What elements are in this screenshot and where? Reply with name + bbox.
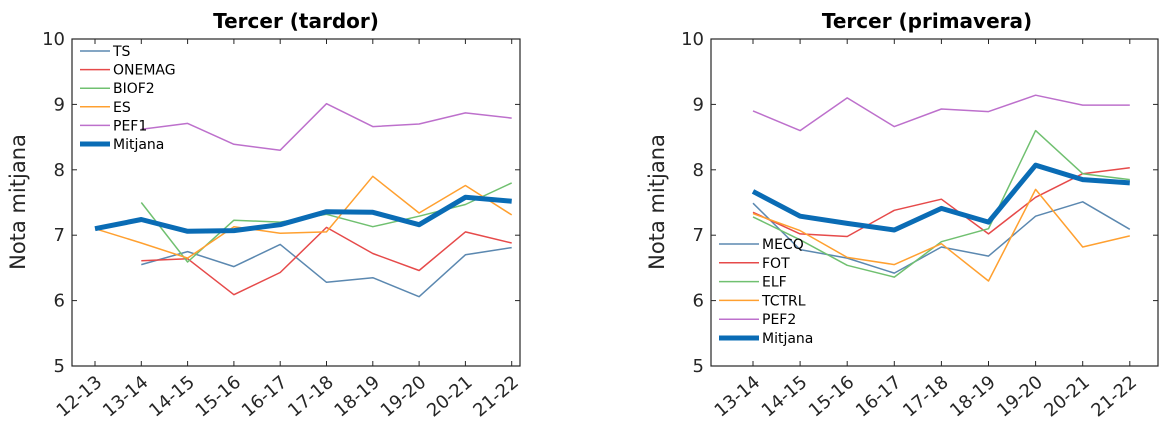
series-line-elf [752, 129, 1130, 278]
series-line-pef1 [141, 102, 512, 151]
legend-label: ELF [762, 275, 787, 291]
y-tick-label: 9 [693, 94, 704, 115]
legend-label: TCTRL [761, 293, 806, 309]
series-line-mitjana [94, 194, 512, 234]
y-axis-label: Nota mitjana [645, 134, 669, 270]
legend-label: FOT [762, 256, 790, 272]
legend-label: TS [112, 44, 131, 60]
series-line-mecq [752, 201, 1131, 274]
chart-title: Tercer (tardor) [213, 9, 379, 33]
y-tick-label: 8 [693, 160, 704, 181]
legend-label: PEF2 [762, 312, 796, 328]
y-tick-label: 8 [54, 160, 65, 181]
axes-box [710, 38, 1159, 367]
legend-label: Mitjana [762, 331, 813, 347]
y-axis-label: Nota mitjana [6, 134, 30, 270]
y-tick-label: 6 [54, 291, 65, 312]
series-line-pef2 [752, 94, 1130, 132]
y-tick-label: 10 [681, 29, 704, 50]
legend-label: BIOF2 [113, 81, 155, 97]
y-tick-label: 5 [693, 356, 704, 377]
y-tick-label: 7 [54, 225, 65, 246]
legend-label: ES [113, 100, 131, 116]
series-line-onemag [141, 226, 512, 296]
legend-label: ONEMAG [113, 63, 176, 79]
legend-label: PEF1 [113, 118, 147, 134]
series-line-mitjana [751, 162, 1130, 233]
series-line-ts [141, 243, 512, 298]
legend-label: Mitjana [113, 137, 164, 153]
series-line-tctrl [752, 188, 1130, 282]
y-tick-label: 5 [54, 356, 65, 377]
y-tick-label: 7 [693, 225, 704, 246]
y-tick-label: 10 [42, 29, 65, 50]
legend-label: MECQ [762, 237, 804, 253]
axes-box [71, 38, 521, 367]
y-tick-label: 6 [693, 291, 704, 312]
y-tick-label: 9 [54, 94, 65, 115]
series-line-es [94, 175, 513, 259]
series-line-fot [752, 167, 1130, 238]
chart-title: Tercer (primavera) [822, 9, 1032, 33]
